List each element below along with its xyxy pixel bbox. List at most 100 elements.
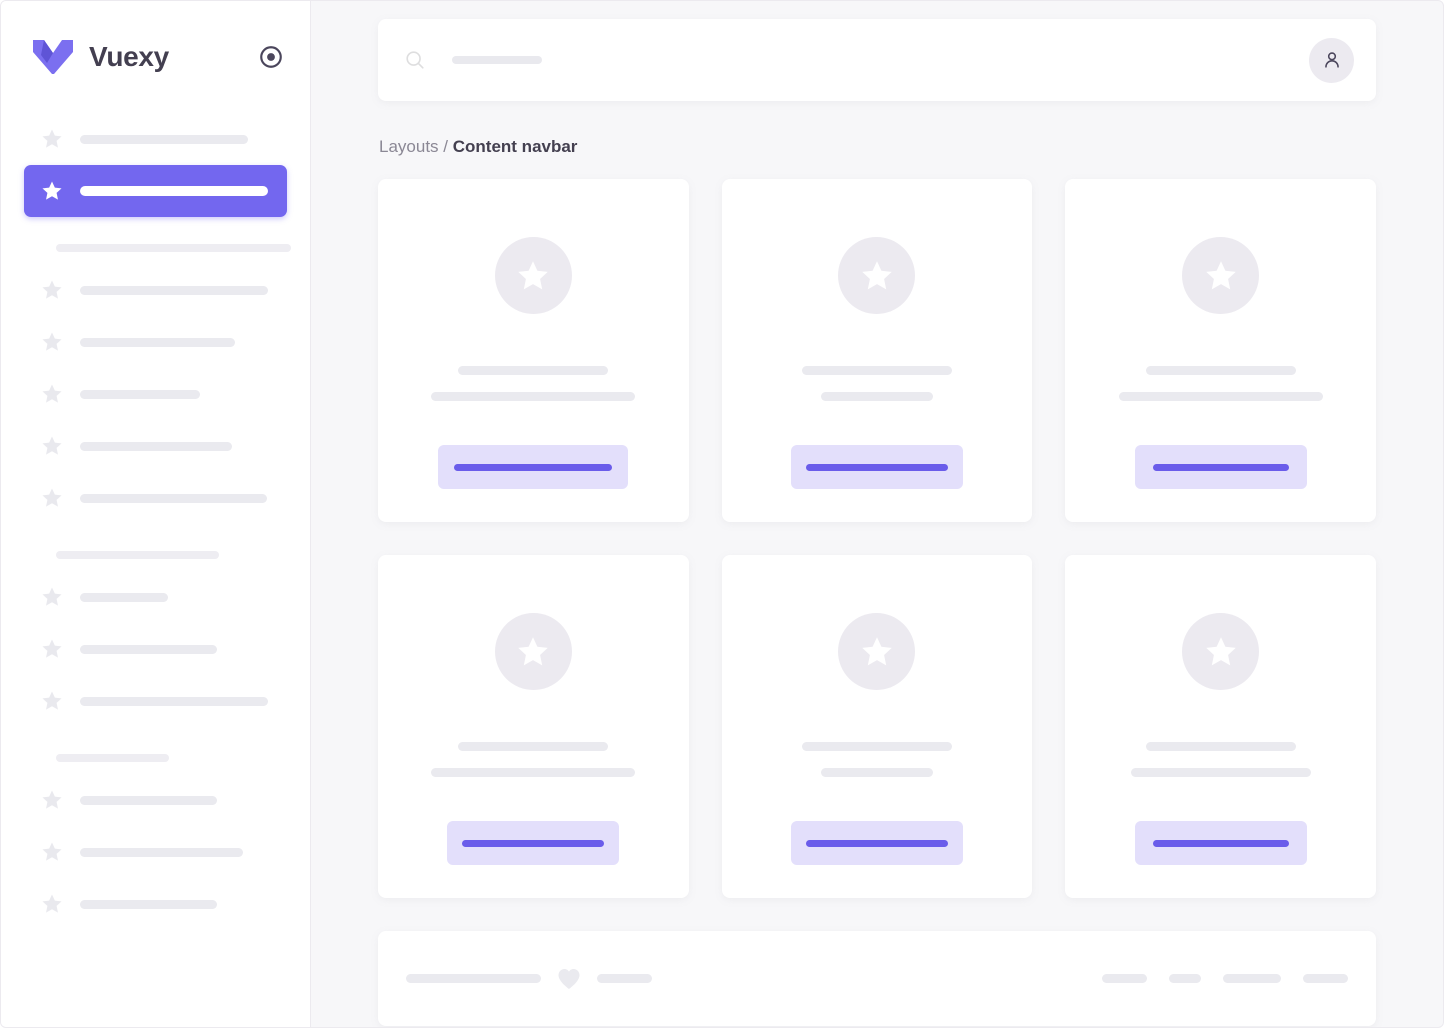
card-avatar (838, 613, 916, 691)
content-card (378, 555, 689, 899)
card-subtitle-bar (820, 768, 933, 778)
sidebar-item-label-bar (80, 441, 232, 451)
footer-left-group (406, 968, 652, 990)
card-avatar (494, 613, 572, 691)
card-action-button[interactable] (790, 821, 963, 866)
card-action-button-label-bar (1152, 463, 1289, 471)
star-icon (42, 691, 62, 710)
breadcrumb-current: Content navbar (452, 137, 578, 156)
star-icon (42, 894, 62, 913)
star-icon (42, 639, 62, 658)
star-icon (42, 436, 62, 455)
card-action-button[interactable] (790, 445, 963, 490)
sidebar-section-bar (56, 244, 291, 252)
sidebar-item-label-bar (80, 696, 268, 706)
star-icon (42, 280, 62, 299)
card-text-placeholder (1065, 366, 1376, 402)
card-grid (378, 179, 1376, 899)
footer-right-bar-2 (1223, 974, 1281, 984)
sidebar-item-4[interactable] (24, 368, 287, 420)
card-subtitle-bar (1118, 392, 1323, 402)
sidebar-item-label-bar (80, 134, 248, 144)
footer-bar-1 (406, 974, 541, 984)
star-icon (1205, 636, 1236, 665)
sidebar-item-1[interactable] (24, 165, 287, 217)
sidebar-item-label-bar (80, 795, 217, 805)
sidebar-nav (1, 113, 310, 930)
sidebar-item-11[interactable] (24, 826, 287, 878)
sidebar-item-0[interactable] (24, 113, 287, 165)
main-content: Layouts / Content navbar (311, 1, 1443, 1027)
card-subtitle-bar (820, 392, 933, 402)
card-action-button-label-bar (462, 839, 605, 847)
sidebar-item-label-bar (80, 592, 168, 602)
sidebar-item-label-bar (80, 644, 217, 654)
sidebar-item-10[interactable] (24, 774, 287, 826)
sidebar-section-divider (24, 244, 291, 252)
sidebar-item-2[interactable] (24, 264, 287, 316)
star-icon (42, 488, 62, 507)
star-icon (42, 790, 62, 809)
sidebar-header: Vuexy (1, 1, 310, 113)
card-action-button[interactable] (1134, 445, 1307, 490)
card-action-button[interactable] (438, 445, 629, 490)
user-icon (1324, 52, 1339, 68)
sidebar-item-7[interactable] (24, 571, 287, 623)
search-icon (406, 51, 424, 69)
sidebar-item-label-bar (80, 847, 243, 857)
card-avatar (494, 237, 572, 315)
star-icon (518, 636, 549, 665)
star-icon (862, 260, 892, 289)
user-avatar-button[interactable] (1309, 37, 1354, 83)
star-icon (42, 384, 62, 403)
breadcrumb-separator: / (443, 137, 449, 156)
star-icon (1205, 260, 1236, 289)
card-action-button-label-bar (805, 839, 948, 847)
card-avatar (1182, 237, 1260, 315)
card-subtitle-bar (431, 392, 636, 402)
sidebar-section-divider (24, 551, 287, 559)
card-title-bar (1145, 742, 1296, 752)
sidebar-section-bar (56, 551, 219, 559)
sidebar-item-label-bar (80, 337, 235, 347)
footer-card (378, 931, 1376, 1027)
sidebar-item-5[interactable] (24, 420, 287, 472)
card-action-button-label-bar (805, 463, 948, 471)
sidebar-item-label-bar (80, 285, 268, 295)
circle-dot-pin-icon[interactable] (256, 42, 286, 72)
card-action-button-label-bar (1152, 839, 1289, 847)
sidebar-item-12[interactable] (24, 878, 287, 930)
sidebar-item-3[interactable] (24, 316, 287, 368)
card-avatar (1182, 613, 1260, 691)
content-navbar (378, 19, 1376, 101)
card-text-placeholder (722, 742, 1033, 778)
vuexy-chevron-logo-icon[interactable] (31, 37, 75, 77)
sidebar-item-8[interactable] (24, 623, 287, 675)
sidebar-item-6[interactable] (24, 472, 287, 524)
search-placeholder-bar (452, 56, 542, 64)
sidebar-item-label-bar (80, 186, 268, 196)
sidebar-item-9[interactable] (24, 675, 287, 727)
star-icon (42, 332, 62, 351)
footer-right-bar-3 (1303, 974, 1348, 984)
card-title-bar (1145, 366, 1296, 376)
card-title-bar (801, 742, 952, 752)
card-subtitle-bar (431, 768, 636, 778)
card-text-placeholder (722, 366, 1033, 402)
search-input[interactable] (404, 49, 1309, 71)
brand-name: Vuexy (89, 41, 169, 72)
card-action-button[interactable] (447, 821, 620, 866)
breadcrumb: Layouts / Content navbar (379, 136, 1376, 158)
card-text-placeholder (378, 366, 689, 402)
card-action-button[interactable] (1134, 821, 1307, 866)
footer-bar-2 (597, 974, 652, 984)
card-title-bar (801, 366, 952, 376)
footer-right-bar-1 (1169, 974, 1201, 984)
sidebar-item-label-bar (80, 389, 200, 399)
card-text-placeholder (1065, 742, 1376, 778)
star-icon (42, 129, 62, 148)
card-text-placeholder (378, 742, 689, 778)
sidebar-item-label-bar (80, 493, 267, 503)
breadcrumb-parent[interactable]: Layouts (379, 137, 439, 156)
